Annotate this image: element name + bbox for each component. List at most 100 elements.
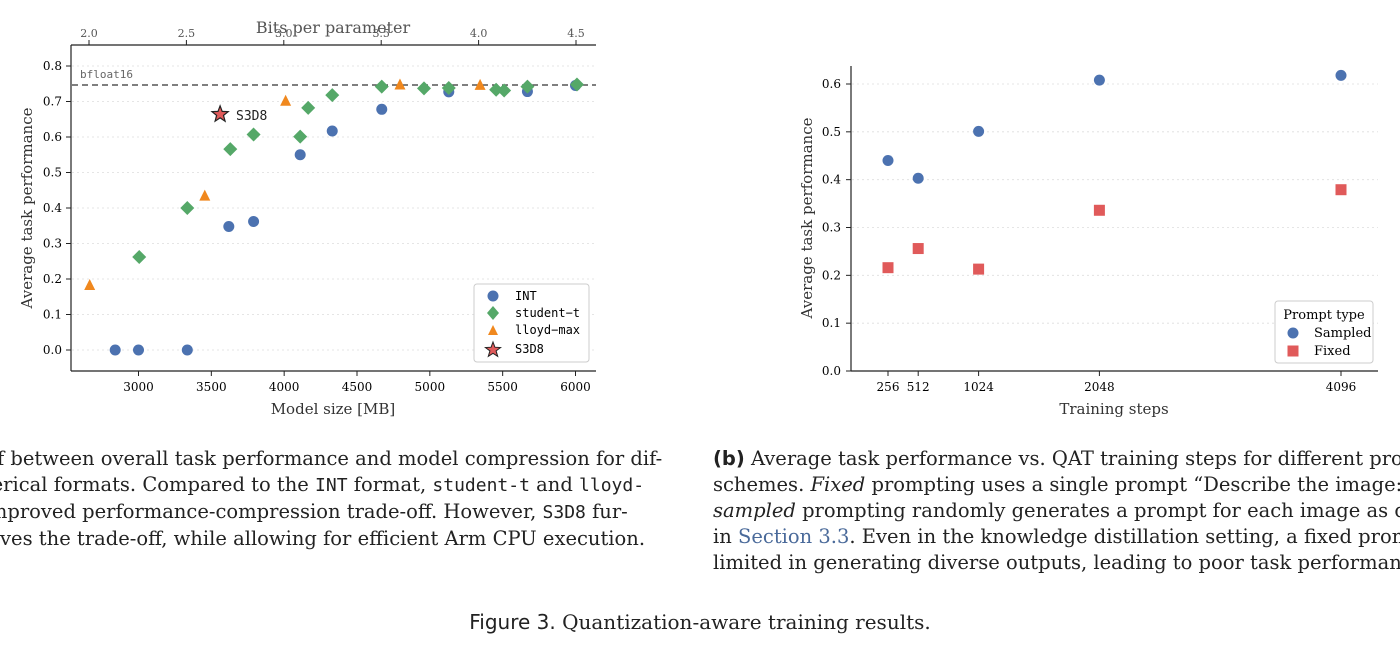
legend-fixed-marker — [1287, 345, 1299, 357]
caption-a-line2-c: format, — [347, 473, 433, 496]
left-y-label: Average task performance — [18, 107, 36, 309]
right-ytick-label: 0.5 — [822, 125, 841, 139]
point-diamond — [301, 100, 316, 115]
legend-sampled-marker — [1287, 327, 1299, 339]
legend-s3d8-label: S3D8 — [515, 342, 544, 356]
bfloat16-label: bfloat16 — [80, 68, 133, 81]
point-square — [882, 262, 894, 274]
chart-left: bfloat16 0.0 0.1 0.2 0.3 0.4 0.5 0.6 0.7 0.8 3000… — [18, 18, 596, 418]
point-square — [1093, 204, 1105, 216]
point-circle — [223, 220, 235, 232]
left-xtick-label: 6000 — [560, 380, 591, 394]
caption-b-line4-a: in — [713, 525, 738, 548]
right-ytick-label: 0.1 — [822, 316, 841, 330]
caption-a-line3-a: ow improved performance-compression trad… — [0, 500, 543, 523]
point-diamond — [374, 79, 389, 94]
caption-a-line4: mproves the trade-off, while allowing fo… — [0, 527, 646, 550]
figure-caption-text: Quantization-aware training results. — [555, 610, 931, 634]
left-ytick-label: 0.6 — [43, 130, 62, 144]
caption-b-line5: limited in generating diverse outputs, l… — [713, 551, 1400, 574]
point-triangle — [474, 78, 486, 90]
caption-a-lloyd: lloyd- — [579, 475, 645, 496]
caption-b-sampled: sampled — [713, 499, 796, 522]
point-diamond — [325, 88, 340, 103]
point-diamond — [497, 83, 512, 98]
left-xtick-label: 4000 — [269, 380, 300, 394]
legend-int-label: INT — [515, 289, 537, 303]
left-top-xtick-label: 3.0 — [275, 27, 293, 40]
point-diamond — [489, 82, 504, 97]
caption-a-line2-a: numerical formats. Compared to the — [0, 473, 309, 496]
caption-b-line4-c: . Even in the knowledge distillation set… — [849, 525, 1400, 548]
caption-b: (b) Average task performance vs. QAT tra… — [713, 446, 1400, 576]
left-s3d8-annotation: S3D8 — [236, 109, 267, 124]
point-square — [1335, 184, 1347, 196]
left-legend: INT student−t lloyd−max S3D8 — [473, 283, 590, 363]
legend-int-marker — [487, 290, 499, 302]
right-ytick-label: 0.3 — [822, 221, 841, 235]
caption-a-s3d8: S3D8 — [542, 502, 586, 523]
point-square — [973, 263, 985, 275]
left-top-xtick-label: 3.5 — [372, 27, 390, 40]
left-ytick-label: 0.8 — [43, 59, 62, 73]
left-xtick-label: 3000 — [123, 380, 154, 394]
right-ytick-label: 0.4 — [822, 173, 841, 187]
section-link[interactable]: Section 3.3 — [738, 525, 850, 548]
caption-a: de-off between overall task performance … — [0, 446, 690, 552]
left-ytick-label: 0.4 — [43, 201, 62, 215]
left-top-xtick-label: 4.5 — [567, 27, 585, 40]
caption-b-fixed: Fixed — [810, 473, 866, 496]
point-circle — [912, 172, 924, 184]
right-ytick-label: 0.0 — [822, 364, 841, 378]
caption-b-line1: Average task performance vs. QAT trainin… — [744, 447, 1400, 470]
point-diamond — [246, 127, 261, 142]
left-top-xtick-label: 2.0 — [80, 27, 98, 40]
caption-b-line2-c: prompting uses a single prompt “Describe… — [865, 473, 1400, 496]
legend-sampled-label: Sampled — [1314, 326, 1371, 341]
right-legend: Prompt type Sampled Fixed — [1274, 300, 1374, 364]
right-y-label: Average task performance — [798, 117, 816, 319]
legend-lloyd-marker — [488, 325, 498, 335]
point-diamond — [569, 77, 584, 92]
right-xtick-label: 512 — [907, 380, 930, 394]
caption-a-student: student-t — [432, 475, 530, 496]
left-ytick-label: 0.7 — [43, 95, 62, 109]
point-circle — [326, 125, 338, 137]
point-triangle — [280, 94, 292, 106]
point-circle — [882, 155, 894, 167]
caption-a-line1: de-off between overall task performance … — [0, 447, 663, 470]
left-top-xtick-label: 2.5 — [178, 27, 196, 40]
caption-b-line3-b: prompting randomly generates a prompt fo… — [795, 499, 1400, 522]
point-triangle — [394, 78, 406, 90]
point-star — [210, 104, 230, 123]
caption-b-line2-a: schemes. — [713, 473, 811, 496]
right-xtick-label: 256 — [877, 380, 900, 394]
point-circle — [109, 344, 121, 356]
point-diamond — [132, 249, 147, 264]
left-ytick-label: 0.2 — [43, 272, 62, 286]
right-xtick-label: 1024 — [963, 380, 994, 394]
legend-student-label: student−t — [515, 306, 580, 320]
point-circle — [248, 215, 260, 227]
right-xtick-label: 4096 — [1326, 380, 1357, 394]
left-xtick-label: 5000 — [415, 380, 446, 394]
left-ytick-label: 0.5 — [43, 166, 62, 180]
point-circle — [1335, 69, 1347, 81]
figure-caption: Figure 3. Quantization-aware training re… — [0, 610, 1400, 634]
point-circle — [973, 125, 985, 137]
left-ytick-label: 0.1 — [43, 308, 62, 322]
caption-a-line2-e: and — [529, 473, 580, 496]
left-x-label: Model size [MB] — [271, 400, 396, 418]
point-triangle — [84, 279, 96, 291]
point-circle — [181, 344, 193, 356]
caption-a-int: INT — [315, 475, 348, 496]
right-ytick-label: 0.2 — [822, 268, 841, 282]
legend-title: Prompt type — [1283, 308, 1365, 323]
left-xtick-label: 4500 — [342, 380, 373, 394]
right-ytick-label: 0.6 — [822, 77, 841, 91]
legend-student-marker — [487, 306, 499, 320]
figure-label: Figure 3. — [469, 610, 556, 634]
left-ytick-label: 0.0 — [43, 343, 62, 357]
point-circle — [1093, 74, 1105, 86]
